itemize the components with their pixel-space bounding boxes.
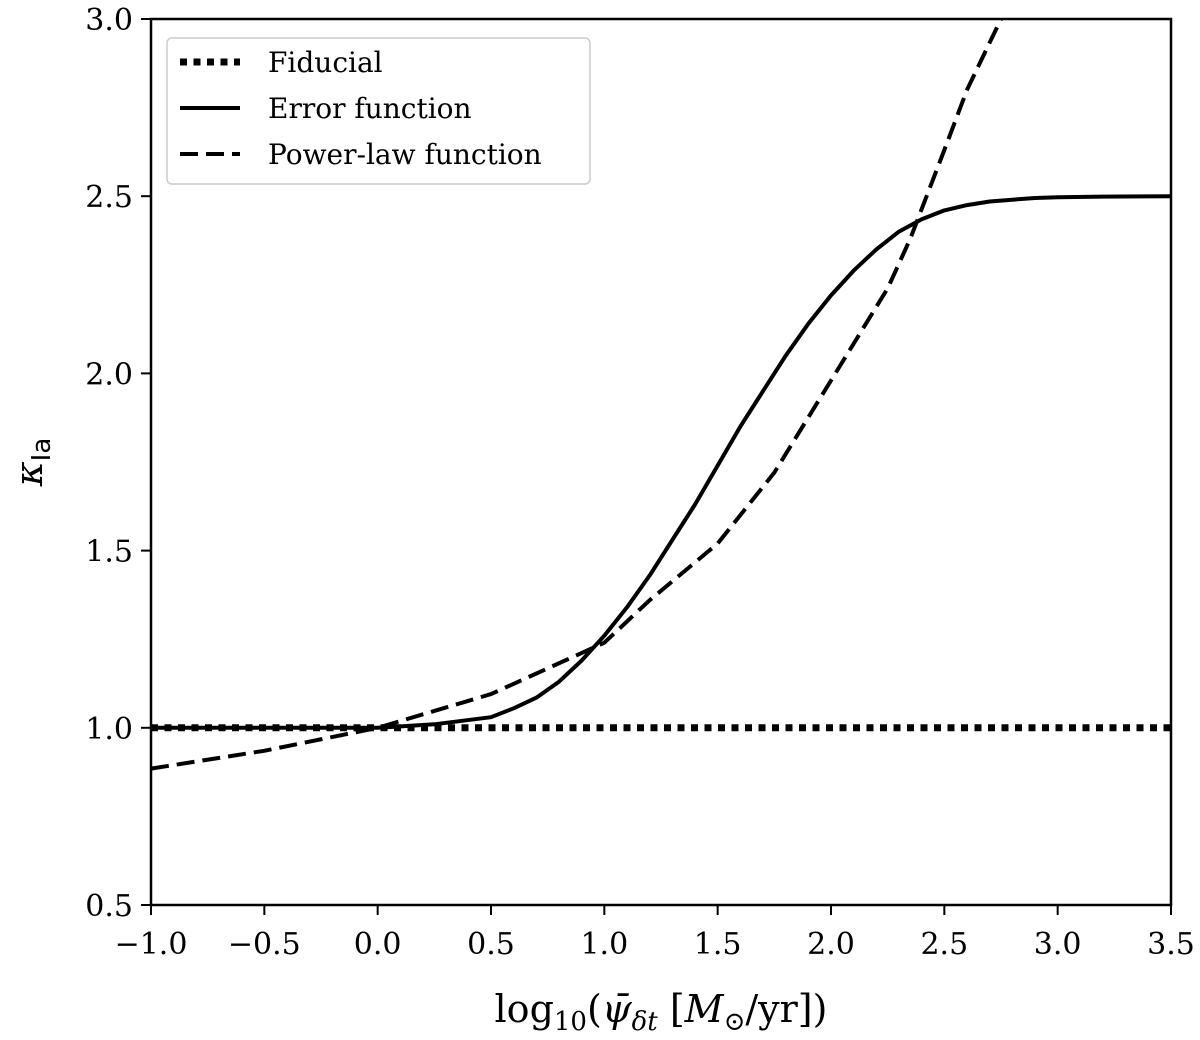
- series-lines: [150, 18, 1172, 771]
- x-tick-label: 1.5: [694, 927, 742, 962]
- x-tick-label: 0.0: [354, 927, 402, 962]
- y-tick-label: 2.5: [85, 180, 133, 215]
- x-tick-label: −1.0: [115, 927, 188, 962]
- series-line-error-function: [151, 194, 1172, 730]
- y-tick-label: 2.0: [85, 357, 133, 392]
- legend-label-power-law: Power-law function: [268, 138, 542, 171]
- x-tick-label: 3.0: [1034, 927, 1082, 962]
- x-tick-label: 1.0: [580, 927, 628, 962]
- y-axis-label: κIa: [7, 438, 57, 488]
- plot-frame: [149, 17, 1173, 907]
- x-axis-label: log10(ψ̄δt [M⊙/yr]): [495, 987, 828, 1037]
- axis-ticks: −1.0 −0.5 0.0 0.5 1.0 1.5 2.0 2.5 3.0 3.5 0.5 1.0 1.…: [85, 3, 1195, 962]
- legend-label-error-function: Error function: [268, 92, 472, 125]
- legend-box: [166, 37, 591, 185]
- legend-label-fiducial: Fiducial: [268, 46, 383, 79]
- x-tick-label: 0.5: [467, 927, 515, 962]
- x-tick-label: −0.5: [228, 927, 301, 962]
- series-line-power-law-function: [150, 18, 1003, 771]
- y-tick-label: 1.0: [85, 712, 133, 747]
- x-tick-label: 2.5: [920, 927, 968, 962]
- y-tick-label: 3.0: [85, 3, 133, 38]
- x-tick-label: 2.0: [807, 927, 855, 962]
- y-tick-label: 1.5: [85, 535, 133, 570]
- x-tick-label: 3.5: [1147, 927, 1195, 962]
- y-tick-label: 0.5: [85, 889, 133, 924]
- legend: Fiducial Error function Power-law functi…: [166, 37, 591, 185]
